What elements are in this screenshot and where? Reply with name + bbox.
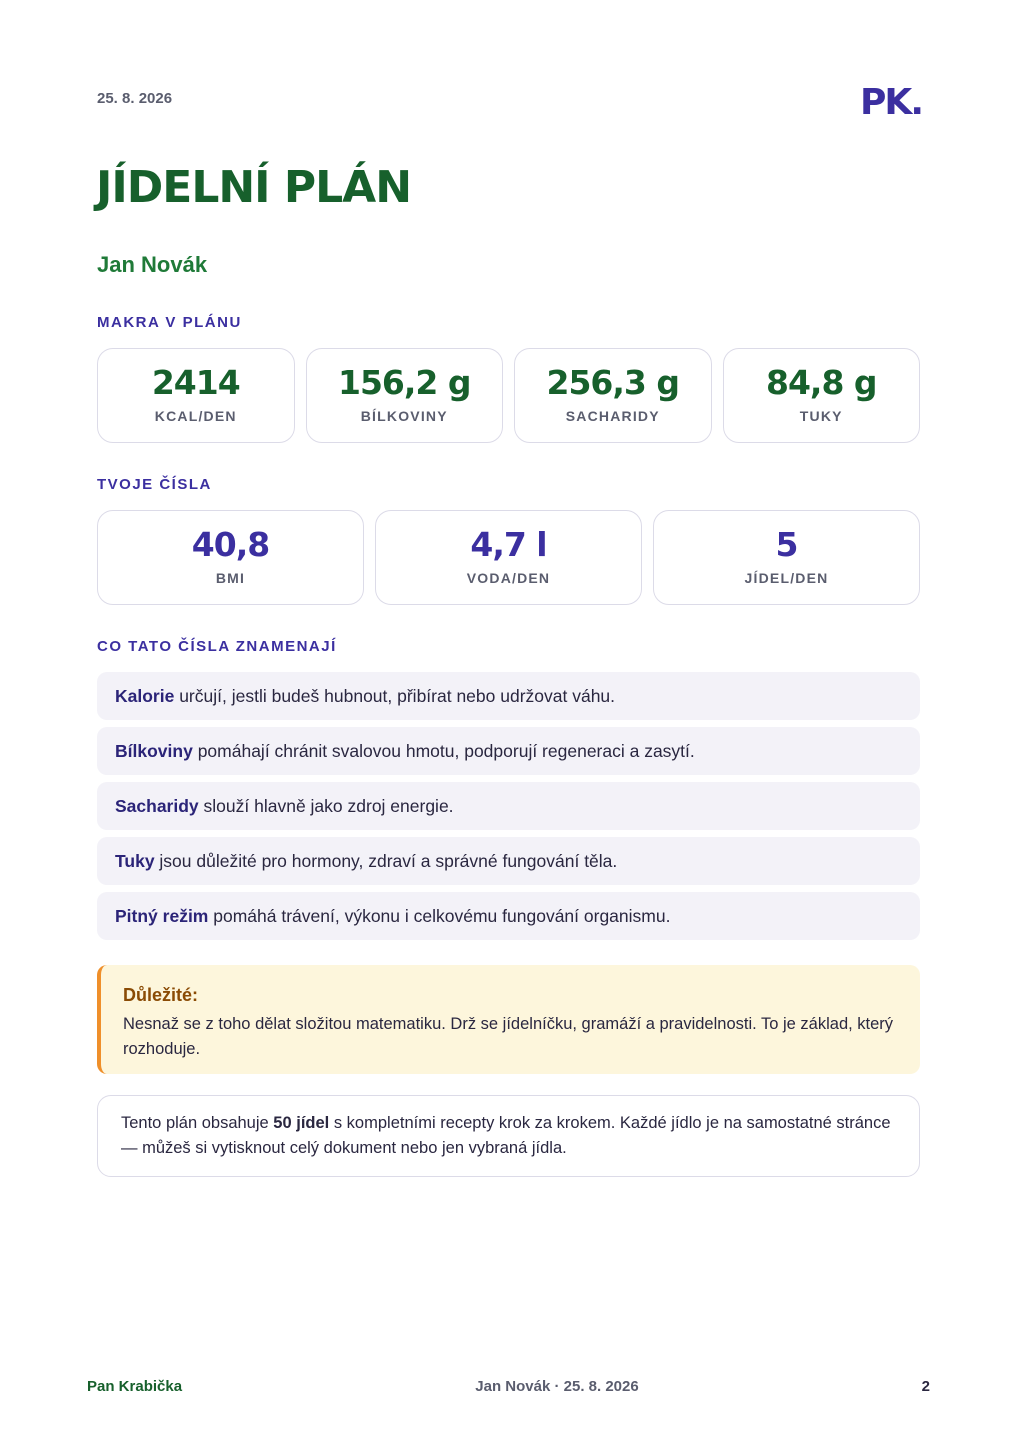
info-bold: 50 jídel xyxy=(273,1114,330,1132)
info-text: s kompletními recepty krok za krokem. Ka… xyxy=(121,1114,891,1157)
client-name: Jan Novák xyxy=(97,252,208,277)
stat-value: 40,8 xyxy=(191,525,270,564)
stat-label: SACHARIDY xyxy=(565,408,660,424)
footer-center: Jan Novák · 25. 8. 2026 xyxy=(475,1378,639,1395)
term: Pitný režim xyxy=(115,906,209,926)
info-box: Tento plán obsahuje 50 jídel s kompletní… xyxy=(97,1095,920,1177)
description: pomáhá trávení, výkonu i celkovému fungo… xyxy=(213,906,671,926)
description: jsou důležité pro hormony, zdraví a sprá… xyxy=(159,851,618,871)
macro-cards: 2414 KCAL/DEN 156,2 g BÍLKOVINY 256,3 g SACHA… xyxy=(97,348,920,443)
footer-brand: Pan Krabička xyxy=(87,1378,183,1395)
meaning-item: Kalorie určují, jestli budeš hubnout, př… xyxy=(97,672,920,720)
description: slouží hlavně jako zdroj energie. xyxy=(203,796,454,816)
stat-label: BMI xyxy=(215,570,246,586)
stat-value: 4,7 l xyxy=(470,525,547,564)
term: Tuky xyxy=(115,851,155,871)
stat-value: 156,2 g xyxy=(338,363,471,402)
stat-card: 5 JÍDEL/DEN xyxy=(653,510,920,605)
section-heading: TVOJE ČÍSLA xyxy=(97,476,212,493)
important-title: Důležité: xyxy=(123,985,199,1005)
stat-label: TUKY xyxy=(799,408,843,424)
important-text: Nesnaž se z toho dělat složitou matemati… xyxy=(123,1015,894,1058)
meaning-item: Pitný režim pomáhá trávení, výkonu i cel… xyxy=(97,892,920,940)
number-cards: 40,8 BMI 4,7 l VODA/DEN 5 JÍDEL/DEN xyxy=(97,510,920,605)
stat-label: KCAL/DEN xyxy=(154,408,237,424)
info-text: Tento plán obsahuje xyxy=(121,1114,269,1132)
description: určují, jestli budeš hubnout, přibírat n… xyxy=(179,686,616,706)
stat-label: JÍDEL/DEN xyxy=(744,570,829,586)
stat-label: VODA/DEN xyxy=(466,570,551,586)
term: Bílkoviny xyxy=(115,741,193,761)
description: pomáhají chránit svalovou hmotu, podporu… xyxy=(197,741,695,761)
stat-card: 40,8 BMI xyxy=(97,510,364,605)
stat-value: 256,3 g xyxy=(546,363,680,402)
page-number: 2 xyxy=(921,1378,930,1395)
stat-value: 84,8 g xyxy=(765,363,878,402)
section-heading: CO TATO ČÍSLA ZNAMENAJÍ xyxy=(97,638,337,655)
date: 25. 8. 2026 xyxy=(97,90,173,107)
important-box: Důležité: Nesnaž se z toho dělat složito… xyxy=(97,965,920,1074)
stat-card: 256,3 g SACHARIDY xyxy=(514,348,712,443)
title: JÍDELNÍ PLÁN xyxy=(96,162,412,213)
term: Sacharidy xyxy=(115,796,199,816)
meaning-item: Sacharidy slouží hlavně jako zdroj energ… xyxy=(97,782,920,830)
logo: PK. xyxy=(860,82,924,123)
stat-label: BÍLKOVINY xyxy=(360,408,448,424)
stat-card: 84,8 g TUKY xyxy=(722,348,920,443)
stat-card: 2414 KCAL/DEN xyxy=(97,348,295,443)
stat-card: 4,7 l VODA/DEN xyxy=(375,510,642,605)
meaning-item: Tuky jsou důležité pro hormony, zdraví a… xyxy=(97,837,920,885)
meaning-item: Bílkoviny pomáhají chránit svalovou hmot… xyxy=(97,727,920,775)
section-heading: MAKRA V PLÁNU xyxy=(97,314,242,331)
term: Kalorie xyxy=(115,686,175,706)
stat-value: 5 xyxy=(775,525,799,564)
stat-card: 156,2 g BÍLKOVINY xyxy=(305,348,503,443)
stat-value: 2414 xyxy=(151,363,241,402)
